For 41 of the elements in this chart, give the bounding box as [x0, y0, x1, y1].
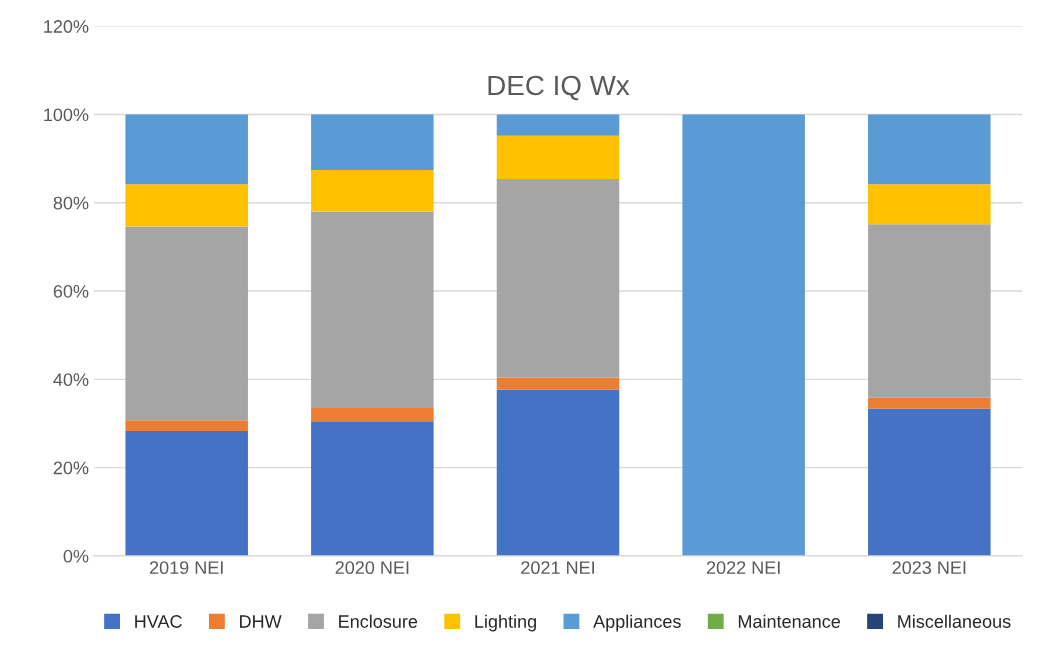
- y-tick-label: 80%: [53, 196, 89, 210]
- legend-label: Maintenance: [738, 614, 840, 628]
- x-tick-label: 2020 NEI: [335, 561, 409, 575]
- bar: [125, 226, 248, 421]
- bar: [496, 114, 620, 136]
- legend-label: Lighting: [475, 614, 536, 632]
- y-tick-label: 40%: [53, 373, 89, 387]
- bar: [125, 430, 248, 556]
- y-tick-label: 60%: [53, 284, 89, 298]
- bar: [311, 114, 434, 171]
- legend-label: DHW: [240, 615, 282, 628]
- bar: [868, 224, 991, 398]
- legend-label: HVAC: [135, 615, 182, 628]
- bar: [311, 421, 434, 556]
- bar: [125, 420, 248, 431]
- x-tick-label: 2019 NEI: [149, 561, 223, 575]
- bar: [682, 114, 805, 556]
- x-tick-label: 2022 NEI: [706, 561, 780, 575]
- legend-label: Miscellaneous: [898, 614, 1011, 628]
- bar: [311, 408, 434, 422]
- legend-label: Enclosure: [339, 614, 418, 628]
- bar: [311, 211, 434, 409]
- text: DEC IQ Wx: [488, 75, 630, 101]
- bar: [496, 178, 620, 378]
- bar: [868, 408, 991, 556]
- y-tick-label: 100%: [44, 108, 89, 122]
- bar: [868, 184, 991, 225]
- bar: [496, 389, 620, 556]
- x-tick-label: 2023 NEI: [892, 561, 966, 575]
- bar: [868, 397, 991, 409]
- y-tick-label: 0%: [63, 549, 89, 563]
- legend-label: Appliances: [593, 614, 681, 632]
- bar: [125, 184, 248, 227]
- bar: [311, 170, 434, 212]
- x-tick-label: 2021 NEI: [521, 561, 594, 575]
- bar: [868, 114, 991, 185]
- bar: [125, 114, 248, 185]
- bar: [496, 377, 620, 390]
- y-tick-label: 20%: [53, 461, 89, 475]
- bar: [496, 135, 620, 179]
- y-tick-label: 120%: [44, 20, 89, 33]
